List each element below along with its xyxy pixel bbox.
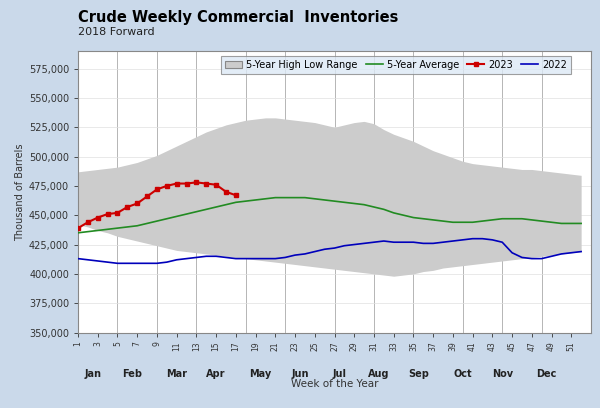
Text: Mar: Mar [166,369,187,379]
Legend: 5-Year High Low Range, 5-Year Average, 2023, 2022: 5-Year High Low Range, 5-Year Average, 2… [221,56,571,73]
Text: May: May [250,369,272,379]
Text: 2018 Forward: 2018 Forward [78,27,155,37]
Text: Dec: Dec [536,369,557,379]
Y-axis label: Thousand of Barrels: Thousand of Barrels [14,143,25,240]
Text: Sep: Sep [408,369,429,379]
Text: Crude Weekly Commercial  Inventories: Crude Weekly Commercial Inventories [78,10,398,25]
Text: Jan: Jan [84,369,101,379]
Text: Apr: Apr [206,369,226,379]
Text: Jun: Jun [291,369,309,379]
Text: Nov: Nov [491,369,513,379]
Text: Oct: Oct [454,369,472,379]
Text: Aug: Aug [368,369,389,379]
Text: Feb: Feb [122,369,142,379]
Text: Jul: Jul [332,369,346,379]
X-axis label: Week of the Year: Week of the Year [291,379,378,389]
